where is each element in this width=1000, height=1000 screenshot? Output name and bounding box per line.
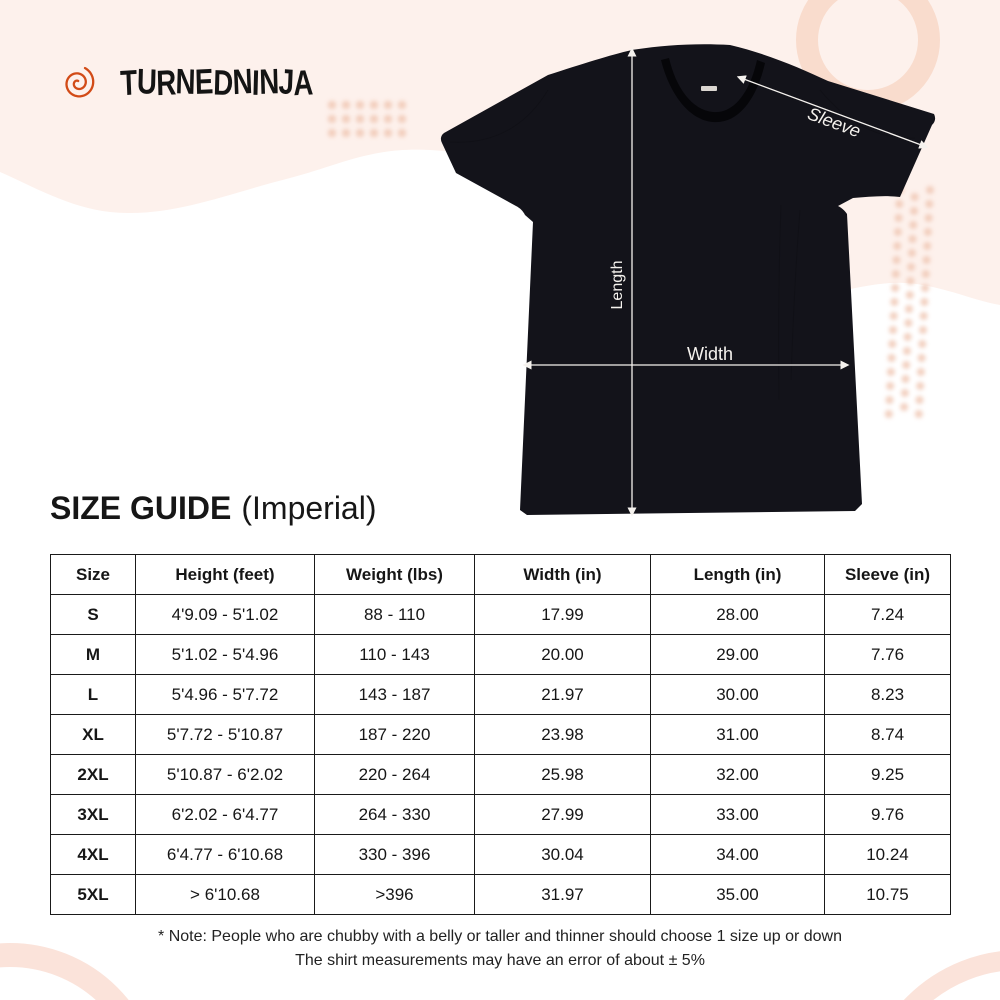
svg-text:Length: Length	[609, 261, 626, 310]
svg-text:Width: Width	[687, 344, 733, 364]
